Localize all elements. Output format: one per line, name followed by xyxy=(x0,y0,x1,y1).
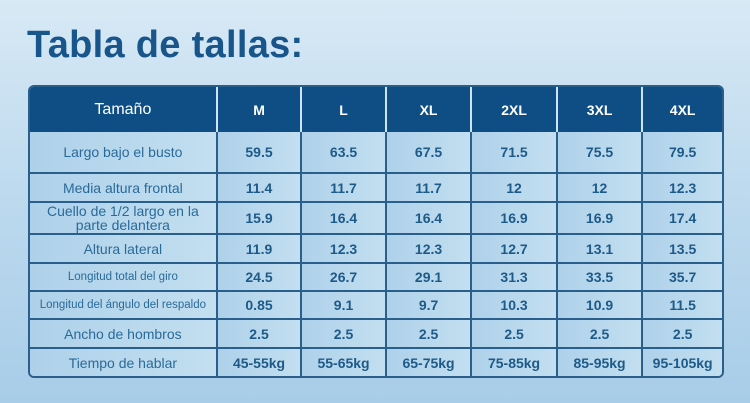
row-label: Ancho de hombros xyxy=(30,318,218,347)
header-size-l: L xyxy=(302,87,387,132)
table-cell: 10.3 xyxy=(472,290,558,318)
table-cell: 75-85kg xyxy=(472,347,558,376)
table-cell: 16.4 xyxy=(386,201,473,233)
table-cell: 16.9 xyxy=(557,201,644,233)
table-cell: 71.5 xyxy=(472,132,558,172)
header-size-4xl: 4XL xyxy=(643,87,722,132)
table-cell: 15.9 xyxy=(217,201,303,233)
table-cell: 31.3 xyxy=(472,262,558,290)
row-label: Altura lateral xyxy=(30,233,218,262)
table-cell: 11.7 xyxy=(302,172,387,201)
table-cell: 11.9 xyxy=(217,233,303,262)
table-cell: 12.3 xyxy=(643,172,722,201)
table-cell: 2.5 xyxy=(557,318,644,347)
table-cell: 12 xyxy=(472,172,558,201)
table-cell: 16.4 xyxy=(302,201,387,233)
table-cell: 29.1 xyxy=(386,262,473,290)
row-label: Largo bajo el busto xyxy=(30,132,218,172)
table-cell: 67.5 xyxy=(386,132,473,172)
table-cell: 2.5 xyxy=(472,318,558,347)
table-cell: 9.7 xyxy=(386,290,473,318)
table-cell: 9.1 xyxy=(302,290,387,318)
table-cell: 2.5 xyxy=(302,318,387,347)
table-cell: 13.5 xyxy=(643,233,722,262)
table-cell: 65-75kg xyxy=(386,347,473,376)
table-cell: 35.7 xyxy=(643,262,722,290)
table-cell: 11.4 xyxy=(217,172,303,201)
table-cell: 79.5 xyxy=(643,132,722,172)
table-cell: 12 xyxy=(557,172,644,201)
table-cell: 10.9 xyxy=(557,290,644,318)
table-row: Tiempo de hablar 45-55kg 55-65kg 65-75kg 75-… xyxy=(30,347,722,376)
header-size-2xl: 2XL xyxy=(472,87,558,132)
table-cell: 11.5 xyxy=(643,290,722,318)
table-cell: 0.85 xyxy=(217,290,303,318)
table-row: Largo bajo el busto 59.5 63.5 67.5 71.5 75.5 7… xyxy=(30,132,722,172)
table-cell: 2.5 xyxy=(217,318,303,347)
table-cell: 33.5 xyxy=(557,262,644,290)
header-size-label: Tamaño xyxy=(30,87,218,132)
table-cell: 16.9 xyxy=(472,201,558,233)
table-row: Altura lateral 11.9 12.3 12.3 12.7 13.1 13.5 xyxy=(30,233,722,262)
table-cell: 55-65kg xyxy=(302,347,387,376)
table-cell: 45-55kg xyxy=(217,347,303,376)
page-title: Tabla de tallas: xyxy=(27,24,304,66)
row-label: Cuello de 1/2 largo en la parte delanter… xyxy=(30,201,218,233)
size-chart-table: Tamaño M L XL 2XL 3XL 4XL Largo bajo el busto 5… xyxy=(28,85,724,378)
table-cell: 85-95kg xyxy=(557,347,644,376)
table-cell: 12.3 xyxy=(302,233,387,262)
table-cell: 2.5 xyxy=(386,318,473,347)
row-label: Longitud total del giro xyxy=(30,262,218,290)
table-header-row: Tamaño M L XL 2XL 3XL 4XL xyxy=(30,87,722,132)
table-row: Ancho de hombros 2.5 2.5 2.5 2.5 2.5 2.5 xyxy=(30,318,722,347)
table-cell: 11.7 xyxy=(386,172,473,201)
header-size-xl: XL xyxy=(386,87,473,132)
table-row: Cuello de 1/2 largo en la parte delanter… xyxy=(30,201,722,233)
table-cell: 26.7 xyxy=(302,262,387,290)
row-label: Longitud del ángulo del respaldo xyxy=(30,290,218,318)
table-cell: 63.5 xyxy=(302,132,387,172)
table-cell: 24.5 xyxy=(217,262,303,290)
table-cell: 13.1 xyxy=(557,233,644,262)
row-label: Media altura frontal xyxy=(30,172,218,201)
table-cell: 59.5 xyxy=(217,132,303,172)
table-cell: 75.5 xyxy=(557,132,644,172)
table-cell: 2.5 xyxy=(643,318,722,347)
header-size-3xl: 3XL xyxy=(557,87,644,132)
table-cell: 17.4 xyxy=(643,201,722,233)
table-row: Media altura frontal 11.4 11.7 11.7 12 12 12.3 xyxy=(30,172,722,201)
table-cell: 12.3 xyxy=(386,233,473,262)
row-label: Tiempo de hablar xyxy=(30,347,218,376)
header-size-m: M xyxy=(217,87,303,132)
table-cell: 12.7 xyxy=(472,233,558,262)
table-row: Longitud del ángulo del respaldo 0.85 9.1 9… xyxy=(30,290,722,318)
table-cell: 95-105kg xyxy=(643,347,722,376)
table-row: Longitud total del giro 24.5 26.7 29.1 31.3 3… xyxy=(30,262,722,290)
